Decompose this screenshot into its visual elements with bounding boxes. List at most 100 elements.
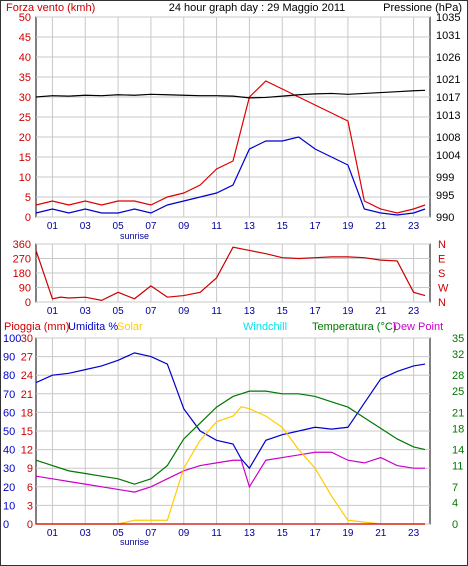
y-tick-label: 35 <box>19 72 31 84</box>
pressure-line <box>35 89 426 99</box>
x-tick-label: 23 <box>408 306 420 317</box>
y2-tick-label: 1013 <box>436 110 460 122</box>
compass-label: N <box>438 239 446 251</box>
x-tick-label: 13 <box>244 528 256 539</box>
humidity-tick-label: 50 <box>3 426 15 438</box>
temp-tick-label: 0 <box>452 519 458 531</box>
x-tick-label: 01 <box>47 221 59 232</box>
y-tick-label: 360 <box>13 239 31 251</box>
x-tick-label: 03 <box>80 306 92 317</box>
y-tick-label: 180 <box>13 268 31 280</box>
x-tick-label: 09 <box>178 306 190 317</box>
y-tick-label: 45 <box>19 32 31 44</box>
y-tick-label: 25 <box>19 112 31 124</box>
x-tick-label: 09 <box>178 221 190 232</box>
humidity-tick-label: 40 <box>3 445 15 457</box>
y2-tick-label: 1026 <box>436 52 460 64</box>
humidity-tick-label: 80 <box>3 370 15 382</box>
temp-tick-label: 21 <box>452 407 464 419</box>
y-tick-label: 5 <box>25 192 31 204</box>
rain-tick-label: 3 <box>27 500 33 512</box>
graph-title: 24 hour graph day : 29 Maggio 2011 <box>169 2 346 14</box>
temp-tick-label: 25 <box>452 386 464 398</box>
temp-tick-label: 35 <box>452 333 464 345</box>
rain-tick-label: 12 <box>21 445 33 457</box>
legend-humidity: Umidita % <box>68 321 118 333</box>
x-tick-label: 21 <box>375 306 387 317</box>
x-tick-label: 03 <box>80 528 92 539</box>
temperature-line <box>35 390 426 485</box>
humidity-line <box>35 352 426 470</box>
x-tick-label: 07 <box>145 528 157 539</box>
x-tick-label: 21 <box>375 221 387 232</box>
x-tick-label: 19 <box>342 528 354 539</box>
gust-line <box>35 136 426 216</box>
y-tick-label: 20 <box>19 132 31 144</box>
humidity-tick-label: 20 <box>3 482 15 494</box>
x-tick-label: 07 <box>145 306 157 317</box>
legend-solar: Solar <box>117 321 143 333</box>
rain-tick-label: 27 <box>21 352 33 364</box>
x-tick-label: 19 <box>342 221 354 232</box>
legend-dewpoint: Dew Point <box>393 321 443 333</box>
x-tick-label: 15 <box>277 528 289 539</box>
direction-line <box>35 246 426 302</box>
rain-tick-label: 15 <box>21 426 33 438</box>
pressure-axis-title: Pressione (hPa) <box>383 2 462 14</box>
humidity-tick-label: 70 <box>3 389 15 401</box>
x-tick-label: 17 <box>310 306 322 317</box>
y-tick-label: 40 <box>19 52 31 64</box>
temp-tick-label: 28 <box>452 370 464 382</box>
x-tick-label: 13 <box>244 221 256 232</box>
y-tick-label: 50 <box>19 12 31 24</box>
x-tick-label: 21 <box>375 528 387 539</box>
x-tick-label: 13 <box>244 306 256 317</box>
sunrise-label: sunrise <box>120 231 149 241</box>
dewpoint-line <box>35 451 426 493</box>
y-tick-label: 30 <box>19 92 31 104</box>
rain-tick-label: 18 <box>21 407 33 419</box>
x-tick-label: 23 <box>408 221 420 232</box>
humidity-tick-label: 100 <box>3 333 21 345</box>
legend-windchill: Windchill <box>243 321 287 333</box>
compass-label: S <box>438 268 445 280</box>
humidity-tick-label: 90 <box>3 352 15 364</box>
rain-tick-label: 24 <box>21 370 33 382</box>
y2-tick-label: 1004 <box>436 150 460 162</box>
rain-tick-label: 9 <box>27 463 33 475</box>
x-tick-label: 05 <box>113 306 125 317</box>
x-tick-label: 23 <box>408 528 420 539</box>
legend-temperature: Temperatura (°C) <box>312 321 396 333</box>
legend-rain: Pioggia (mm) <box>4 321 69 333</box>
y-tick-label: 270 <box>13 254 31 266</box>
rain-tick-label: 21 <box>21 389 33 401</box>
compass-label: W <box>438 283 449 295</box>
sunrise-label: sunrise <box>120 537 149 547</box>
rain-tick-label: 6 <box>27 482 33 494</box>
y2-tick-label: 1035 <box>436 12 460 24</box>
y-tick-label: 0 <box>25 212 31 224</box>
temp-tick-label: 14 <box>452 445 464 457</box>
x-tick-label: 09 <box>178 528 190 539</box>
y2-tick-label: 1008 <box>436 132 460 144</box>
y2-tick-label: 990 <box>436 212 454 224</box>
humidity-tick-label: 60 <box>3 407 15 419</box>
y2-tick-label: 1031 <box>436 30 460 42</box>
temp-tick-label: 11 <box>452 461 463 473</box>
x-tick-label: 01 <box>47 306 59 317</box>
temp-tick-label: 32 <box>452 349 464 361</box>
compass-label: E <box>438 254 445 266</box>
temp-tick-label: 18 <box>452 423 464 435</box>
y-tick-label: 90 <box>19 283 31 295</box>
y2-tick-label: 999 <box>436 172 454 184</box>
temp-tick-label: 7 <box>452 482 458 494</box>
x-tick-label: 15 <box>277 306 289 317</box>
x-tick-label: 19 <box>342 306 354 317</box>
rain-tick-label: 30 <box>21 333 33 345</box>
rain-tick-label: 0 <box>27 519 33 531</box>
x-tick-label: 11 <box>211 306 222 317</box>
y-tick-label: 10 <box>19 172 31 184</box>
humidity-tick-label: 10 <box>3 500 15 512</box>
x-tick-label: 17 <box>310 221 322 232</box>
